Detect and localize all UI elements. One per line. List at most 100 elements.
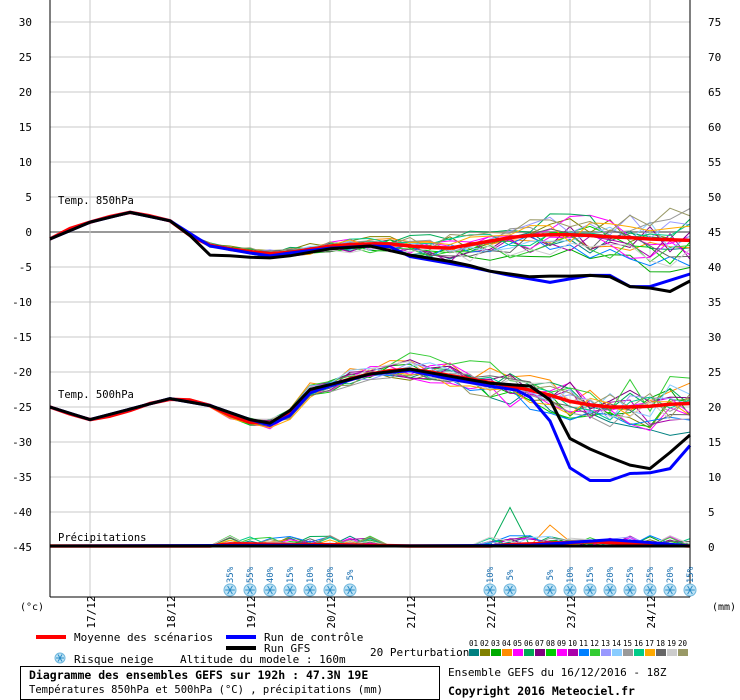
left-tick-label: -15 <box>12 331 32 344</box>
snow-risk-percent: 20% <box>606 566 616 583</box>
snowflake-arm <box>687 585 693 595</box>
right-tick-label: 10 <box>708 471 721 484</box>
snowflake-arm <box>487 585 493 595</box>
x-tick-label: 18/12 <box>165 595 178 628</box>
perturbation-swatch <box>535 649 545 656</box>
snowflake-icon <box>283 583 297 597</box>
snow-risk-percent: 10% <box>486 566 496 583</box>
snow-risk-percent: 5% <box>346 569 356 580</box>
perturbation-swatch <box>590 649 600 656</box>
perturbation-swatch <box>656 649 666 656</box>
snowflake-icon <box>503 583 517 597</box>
footer-title-box: Diagramme des ensembles GEFS sur 192h : … <box>20 666 440 700</box>
footer-run: Ensemble GEFS du 16/12/2016 - 18Z <box>448 666 667 679</box>
perturbation-swatch <box>579 649 589 656</box>
footer-copyright: Copyright 2016 Meteociel.fr <box>448 684 635 698</box>
snow-risk-percent: 20% <box>666 566 676 583</box>
snowflake-arm <box>227 585 233 595</box>
snowflake-arm <box>567 585 573 595</box>
right-tick-label: 5 <box>708 506 715 519</box>
perturbation-id-label: 04 <box>502 639 512 648</box>
x-tick-label: 20/12 <box>325 595 338 628</box>
left-tick-label: -35 <box>12 471 32 484</box>
legend-perturbations-label: 20 Perturbations <box>370 646 476 659</box>
right-tick-label: 35 <box>708 296 721 309</box>
snowflake-icon <box>623 583 637 597</box>
snowflake-icon <box>683 583 697 597</box>
perturbation-id-label: 11 <box>579 639 588 648</box>
right-tick-label: 40 <box>708 261 721 274</box>
perturbation-id-label: 16 <box>634 639 644 648</box>
perturbation-id-label: 10 <box>568 639 578 648</box>
x-tick-label: 21/12 <box>405 595 418 628</box>
perturbation-id-label: 07 <box>535 639 544 648</box>
snowflake-icon <box>583 583 597 597</box>
perturbation-id-label: 13 <box>601 639 610 648</box>
right-tick-label: 60 <box>708 121 721 134</box>
perturbation-15-t500 <box>49 369 691 428</box>
left-tick-label: 10 <box>19 156 32 169</box>
right-tick-label: 65 <box>708 86 721 99</box>
right-tick-label: 55 <box>708 156 721 169</box>
perturbation-id-label: 15 <box>623 639 632 648</box>
snow-risk-percent: 15% <box>586 566 596 583</box>
snowflake-arm <box>587 585 593 595</box>
snow-risk-percent: 15% <box>686 566 696 583</box>
perturbation-id-label: 06 <box>524 639 534 648</box>
left-tick-label: -5 <box>19 261 32 274</box>
snowflake-arm <box>607 585 613 595</box>
snow-risk-percent: 20% <box>326 566 336 583</box>
main-series-lines <box>49 210 692 548</box>
left-tick-label: -30 <box>12 436 32 449</box>
snow-risk-percent: 5% <box>506 569 516 580</box>
left-tick-label: -25 <box>12 401 32 414</box>
perturbation-id-label: 05 <box>513 639 522 648</box>
snowflake-icon <box>263 583 277 597</box>
x-tick-label: 17/12 <box>85 595 98 628</box>
x-tick-label: 24/12 <box>645 595 658 628</box>
footer-title: Diagramme des ensembles GEFS sur 192h : … <box>29 668 369 682</box>
snowflake-arm <box>247 585 253 595</box>
perturbation-id-label: 18 <box>656 639 666 648</box>
snow-risk-percent: 25% <box>626 566 636 583</box>
left-tick-label: -45 <box>12 541 32 554</box>
left-tick-label: 0 <box>25 226 32 239</box>
perturbation-id-label: 02 <box>480 639 489 648</box>
legend-altitude-label: Altitude du modele : 160m <box>180 653 346 666</box>
left-tick-label: 5 <box>25 191 32 204</box>
snow-risk-percent: 55% <box>246 566 256 583</box>
snowflake-icon <box>323 583 337 597</box>
perturbation-lines <box>49 207 691 547</box>
x-tick-label: 19/12 <box>245 595 258 628</box>
panel-label-precip: Précipitations <box>58 532 147 544</box>
perturbation-id-label: 09 <box>557 639 566 648</box>
snowflake-arm <box>267 585 273 595</box>
left-tick-label: 25 <box>19 51 32 64</box>
snowflake-icon <box>543 583 557 597</box>
series-1-t500-line <box>49 369 692 482</box>
snowflake-icon <box>563 583 577 597</box>
right-tick-label: 70 <box>708 51 721 64</box>
snowflake-icon <box>243 583 257 597</box>
perturbation-swatch <box>612 649 622 656</box>
perturbation-swatch <box>524 649 534 656</box>
footer-subtitle: Températures 850hPa et 500hPa (°C) , pré… <box>29 684 384 696</box>
perturbation-09-t500 <box>49 371 691 432</box>
legend: Moyenne des scénarios Run de contrôleRun … <box>36 631 688 666</box>
snowflake-icon <box>303 583 317 597</box>
perturbation-id-label: 01 <box>469 639 478 648</box>
snowflake-arm <box>57 654 63 662</box>
snow-risk-percent: 5% <box>546 569 556 580</box>
snowflake-arm <box>327 585 333 595</box>
perturbation-id-label: 14 <box>612 639 622 648</box>
perturbation-id-label: 03 <box>491 639 500 648</box>
left-axis-unit: (°c) <box>20 602 44 613</box>
snowflake-icon <box>663 583 677 597</box>
right-tick-label: 15 <box>708 436 721 449</box>
legend-mean-label: Moyenne des scénarios <box>74 631 213 644</box>
perturbation-id-label: 20 <box>678 639 688 648</box>
panel-label-850: Temp. 850hPa <box>58 195 134 207</box>
left-tick-label: 30 <box>19 16 32 29</box>
x-tick-label: 22/12 <box>485 595 498 628</box>
